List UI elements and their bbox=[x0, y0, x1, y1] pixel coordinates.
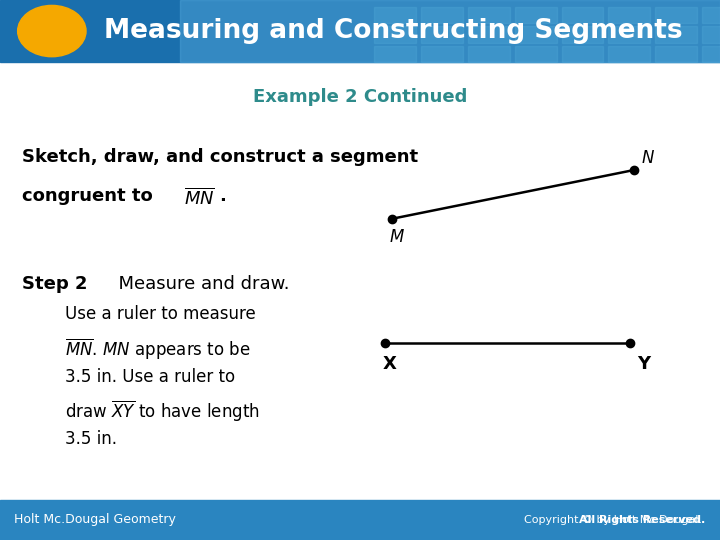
Bar bbox=[655, 7, 697, 23]
Bar bbox=[421, 7, 463, 23]
Bar bbox=[515, 46, 557, 62]
Bar bbox=[702, 7, 720, 23]
Text: $\overline{MN}$. $\mathit{MN}$ appears to be: $\overline{MN}$. $\mathit{MN}$ appears t… bbox=[65, 336, 251, 362]
Text: draw $\overline{XY}$ to have length: draw $\overline{XY}$ to have length bbox=[65, 399, 260, 424]
Bar bbox=[562, 26, 603, 43]
Bar bbox=[374, 7, 416, 23]
Bar bbox=[608, 7, 650, 23]
Text: Sketch, draw, and construct a segment: Sketch, draw, and construct a segment bbox=[22, 148, 418, 166]
Text: Holt Mc.Dougal Geometry: Holt Mc.Dougal Geometry bbox=[14, 513, 176, 526]
Text: Use a ruler to measure: Use a ruler to measure bbox=[65, 305, 256, 323]
Bar bbox=[655, 26, 697, 43]
Bar bbox=[655, 46, 697, 62]
Text: $\mathit{M}$: $\mathit{M}$ bbox=[389, 228, 405, 246]
Text: 3.5 in. Use a ruler to: 3.5 in. Use a ruler to bbox=[65, 368, 235, 386]
Bar bbox=[421, 26, 463, 43]
Bar bbox=[515, 26, 557, 43]
Text: Example 2 Continued: Example 2 Continued bbox=[253, 88, 467, 106]
Bar bbox=[421, 46, 463, 62]
Bar bbox=[374, 46, 416, 62]
Text: Copyright © by Holt Mc Dougal.: Copyright © by Holt Mc Dougal. bbox=[524, 515, 706, 525]
Text: 3.5 in.: 3.5 in. bbox=[65, 430, 117, 448]
Text: Measure and draw.: Measure and draw. bbox=[107, 275, 289, 293]
Bar bbox=[608, 46, 650, 62]
Bar bbox=[374, 26, 416, 43]
Text: $\mathbf{\overline{\mathit{MN}}}$: $\mathbf{\overline{\mathit{MN}}}$ bbox=[184, 187, 215, 208]
Bar bbox=[562, 46, 603, 62]
Bar bbox=[608, 26, 650, 43]
Bar bbox=[0, 500, 720, 540]
Text: congruent to: congruent to bbox=[22, 187, 158, 205]
Bar bbox=[468, 26, 510, 43]
Bar bbox=[515, 7, 557, 23]
Bar bbox=[0, 0, 720, 62]
Bar bbox=[702, 26, 720, 43]
Bar bbox=[468, 7, 510, 23]
Text: .: . bbox=[220, 187, 227, 205]
Text: $\mathbf{X}$: $\mathbf{X}$ bbox=[382, 355, 397, 373]
Bar bbox=[180, 0, 720, 62]
Ellipse shape bbox=[17, 5, 86, 57]
Bar bbox=[562, 7, 603, 23]
Text: Step 2: Step 2 bbox=[22, 275, 87, 293]
Text: $\mathbf{Y}$: $\mathbf{Y}$ bbox=[637, 355, 652, 373]
Text: Measuring and Constructing Segments: Measuring and Constructing Segments bbox=[104, 18, 683, 44]
Text: All Rights Reserved.: All Rights Reserved. bbox=[424, 515, 706, 525]
Bar bbox=[702, 46, 720, 62]
Bar bbox=[468, 46, 510, 62]
Text: $\mathit{N}$: $\mathit{N}$ bbox=[641, 150, 654, 167]
